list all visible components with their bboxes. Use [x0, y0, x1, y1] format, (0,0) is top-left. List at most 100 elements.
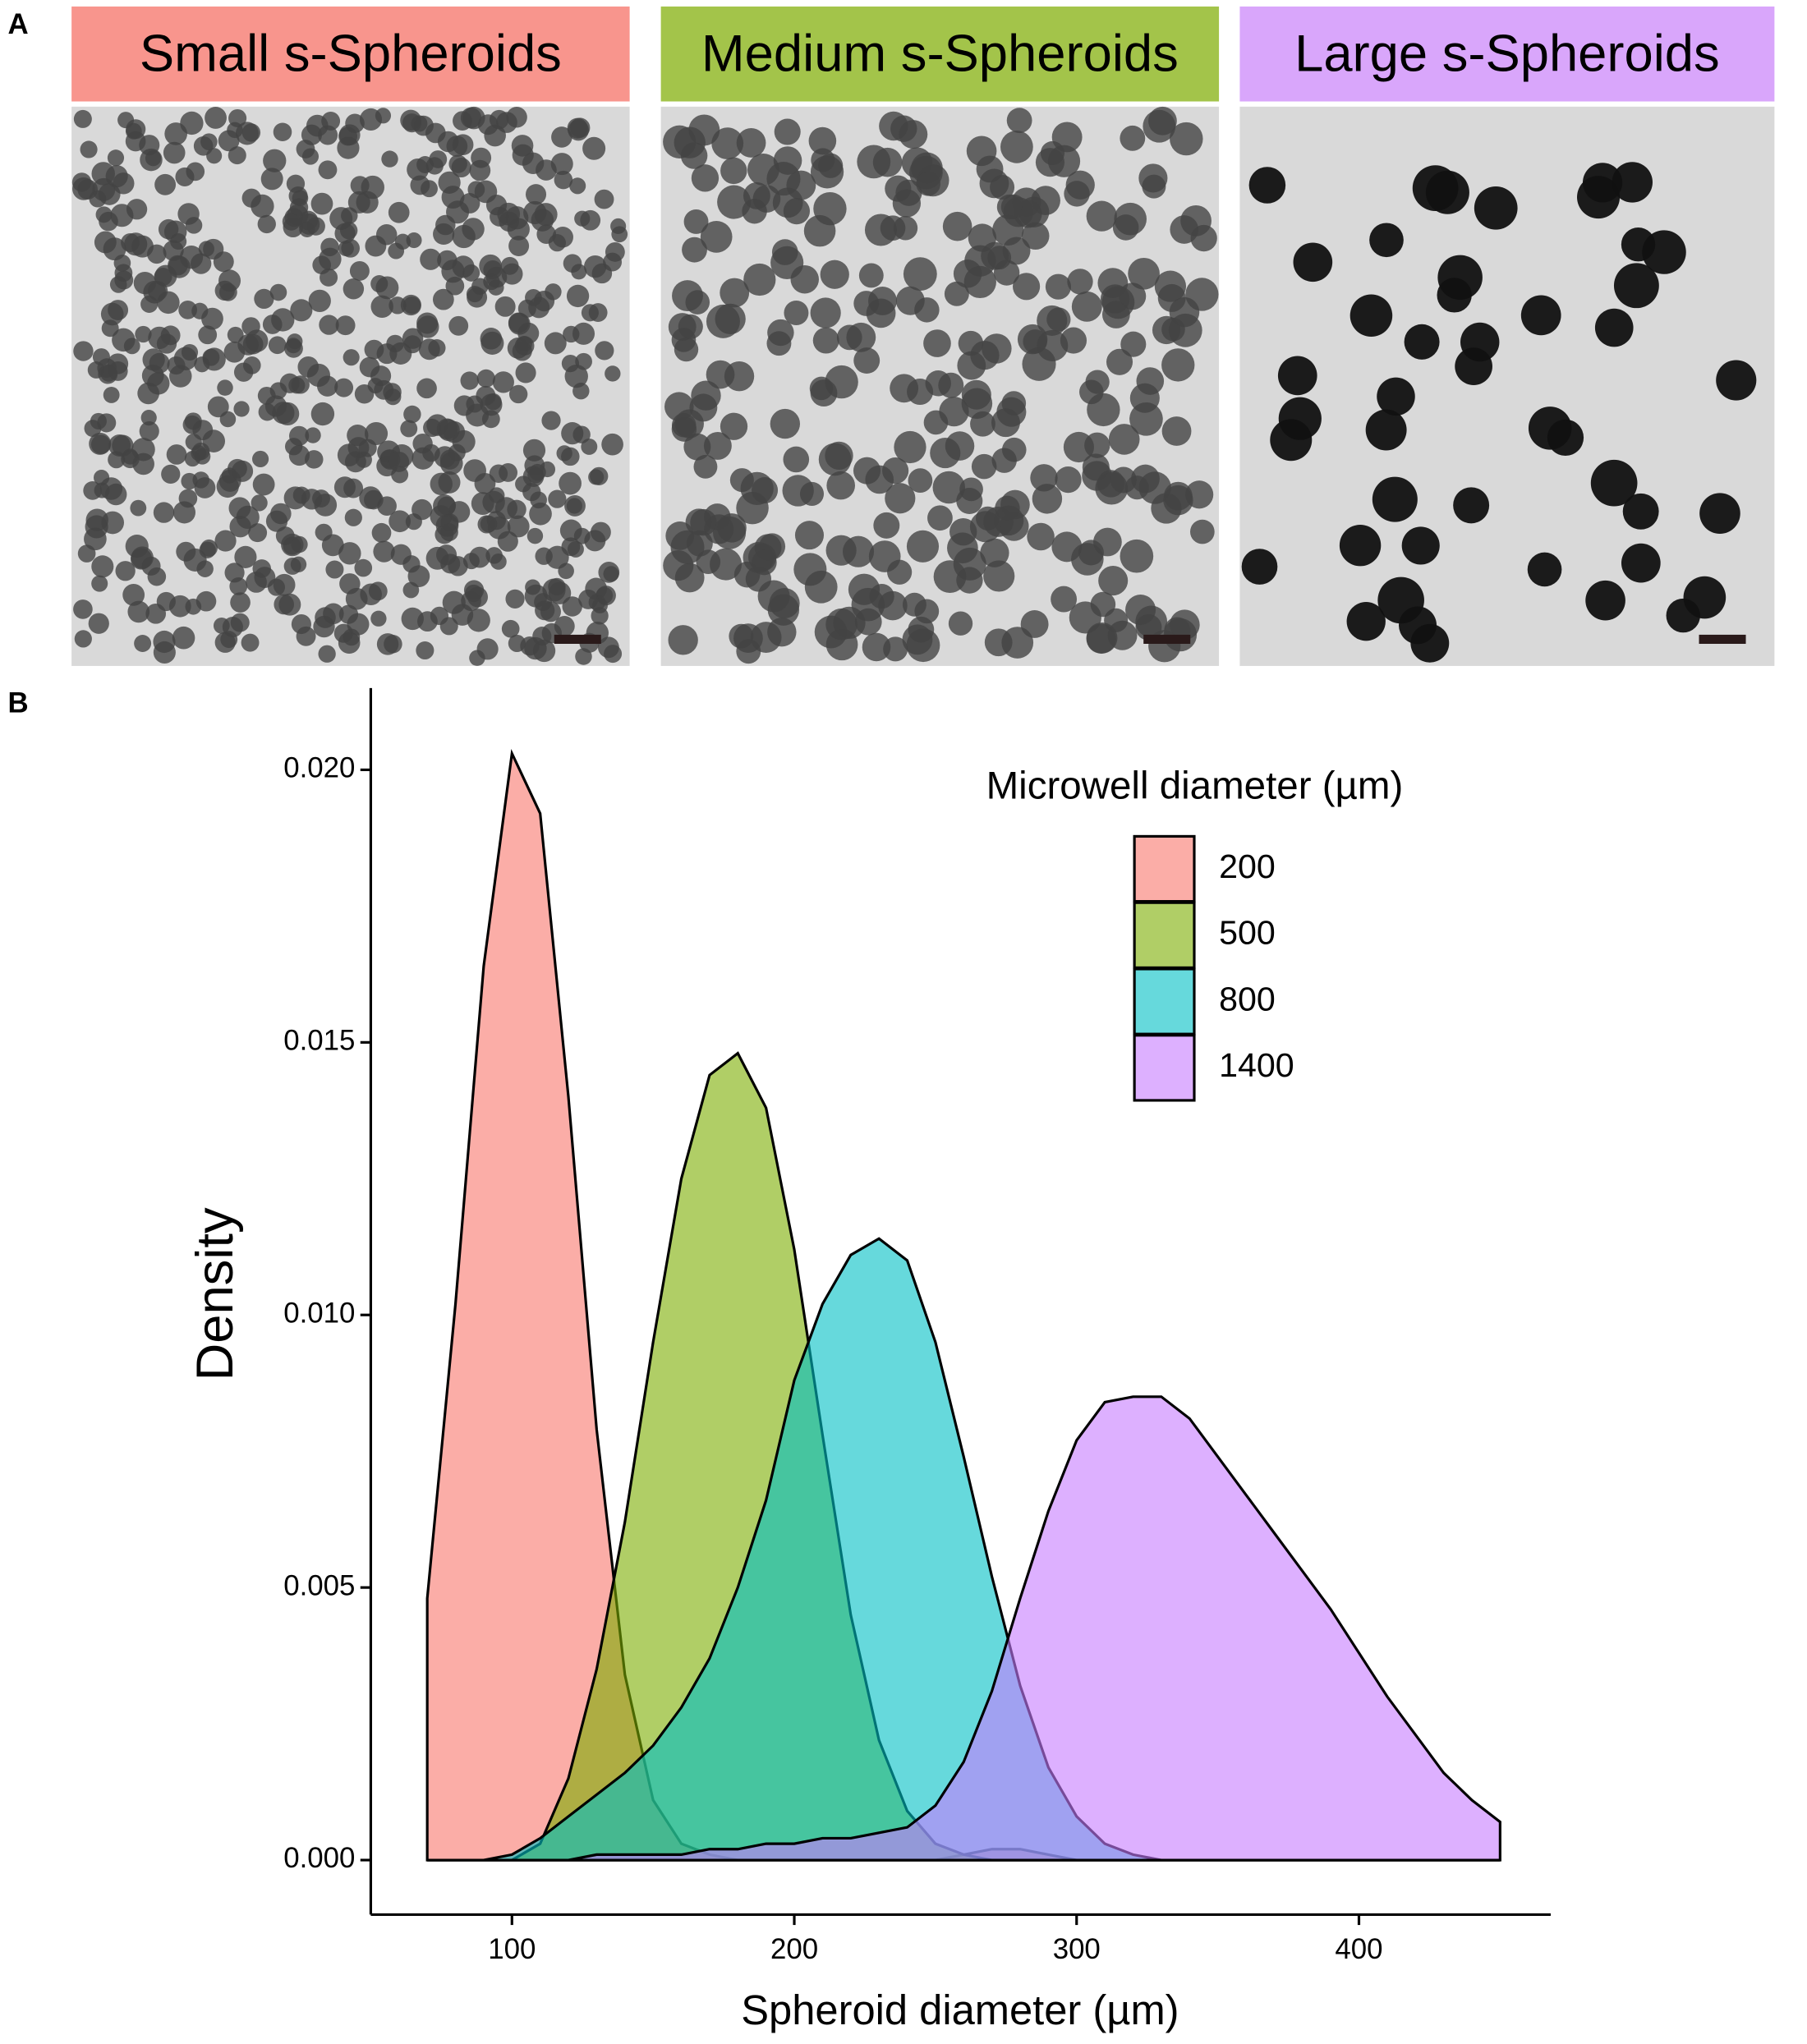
spheroid — [857, 145, 891, 179]
spheroid — [163, 141, 186, 164]
spheroid — [290, 299, 313, 322]
spheroid — [254, 288, 274, 310]
spheroid — [497, 531, 518, 552]
spheroid — [558, 563, 574, 580]
spheroid — [182, 415, 202, 434]
spheroid — [452, 224, 476, 249]
spheroid — [318, 645, 336, 663]
spheroid — [1277, 356, 1317, 396]
spheroid — [268, 336, 287, 355]
spheroid — [343, 349, 360, 366]
spheroid — [306, 217, 325, 236]
spheroid — [1021, 222, 1050, 250]
spheroid — [1135, 613, 1162, 641]
spheroid — [109, 276, 127, 293]
spheroid — [371, 522, 392, 543]
spheroid — [523, 200, 547, 225]
spheroid — [338, 542, 361, 565]
spheroid — [853, 347, 881, 374]
spheroid — [178, 489, 198, 508]
spheroid — [1013, 273, 1041, 301]
spheroid — [883, 636, 908, 662]
spheroid — [1045, 273, 1072, 300]
spheroid — [767, 618, 797, 647]
spheroid — [574, 210, 591, 227]
spheroid — [953, 547, 986, 581]
spheroid — [1613, 263, 1659, 309]
spheroid — [338, 241, 354, 257]
spheroid — [811, 148, 835, 172]
spheroid — [784, 301, 809, 325]
spheroid — [139, 421, 159, 442]
spheroid — [335, 315, 356, 336]
spheroid — [347, 191, 370, 214]
spheroid — [1079, 379, 1104, 405]
spheroid — [520, 636, 540, 656]
spheroid — [770, 408, 801, 439]
y-tick-label: 0.000 — [283, 1842, 355, 1874]
spheroid — [720, 412, 748, 440]
spheroid — [1082, 453, 1110, 481]
spheroid — [674, 337, 699, 362]
spheroid — [158, 218, 179, 240]
spheroid — [1063, 431, 1095, 463]
spheroid — [290, 556, 307, 572]
spheroid — [552, 226, 573, 248]
spheroid — [1248, 167, 1286, 204]
spheroid — [154, 173, 177, 195]
spheroid — [581, 438, 598, 455]
spheroid — [983, 560, 1015, 592]
spheroid — [588, 303, 608, 322]
scale-bar — [1699, 634, 1746, 644]
spheroid — [980, 538, 1009, 567]
spheroid — [1106, 348, 1133, 375]
spheroid — [442, 590, 466, 614]
spheroid — [1594, 308, 1634, 347]
spheroid — [347, 613, 370, 636]
spheroid — [122, 583, 145, 606]
y-tick-label: 0.015 — [283, 1025, 355, 1057]
spheroid — [923, 410, 949, 435]
spheroid — [916, 171, 941, 196]
spheroid — [969, 511, 1001, 543]
spheroid — [1157, 283, 1186, 312]
spheroid — [425, 157, 444, 175]
spheroid — [84, 527, 107, 551]
spheroid — [441, 186, 465, 209]
spheroid — [325, 560, 344, 579]
spheroid — [402, 581, 420, 599]
spheroid — [218, 282, 237, 301]
spheroid — [1114, 202, 1147, 236]
spheroid — [214, 530, 237, 552]
spheroid — [1128, 257, 1160, 290]
spheroid — [506, 107, 527, 128]
spheroid — [945, 431, 975, 461]
spheroid — [432, 288, 454, 310]
spheroid — [550, 153, 573, 176]
spheroid — [825, 365, 858, 399]
spheroid — [164, 122, 188, 145]
spheroid — [283, 217, 304, 238]
spheroid — [275, 526, 295, 545]
spheroid — [1006, 108, 1032, 134]
spheroid — [971, 453, 997, 480]
spheroid — [782, 475, 814, 507]
spheroid — [512, 144, 534, 166]
spheroid — [1293, 242, 1333, 282]
spheroid — [252, 450, 269, 467]
spheroid — [451, 157, 471, 178]
spheroid — [1278, 397, 1322, 440]
spheroid — [1161, 348, 1195, 382]
spheroid — [1369, 223, 1404, 258]
spheroid — [508, 384, 528, 404]
spheroid — [528, 296, 550, 319]
spheroid — [1699, 493, 1740, 534]
y-tick-label: 0.010 — [283, 1297, 355, 1329]
spheroid — [1051, 122, 1083, 153]
spheroid — [74, 630, 92, 648]
spheroid — [132, 452, 154, 475]
spheroid — [720, 157, 747, 185]
spheroid — [130, 499, 147, 517]
spheroid — [1136, 367, 1165, 395]
